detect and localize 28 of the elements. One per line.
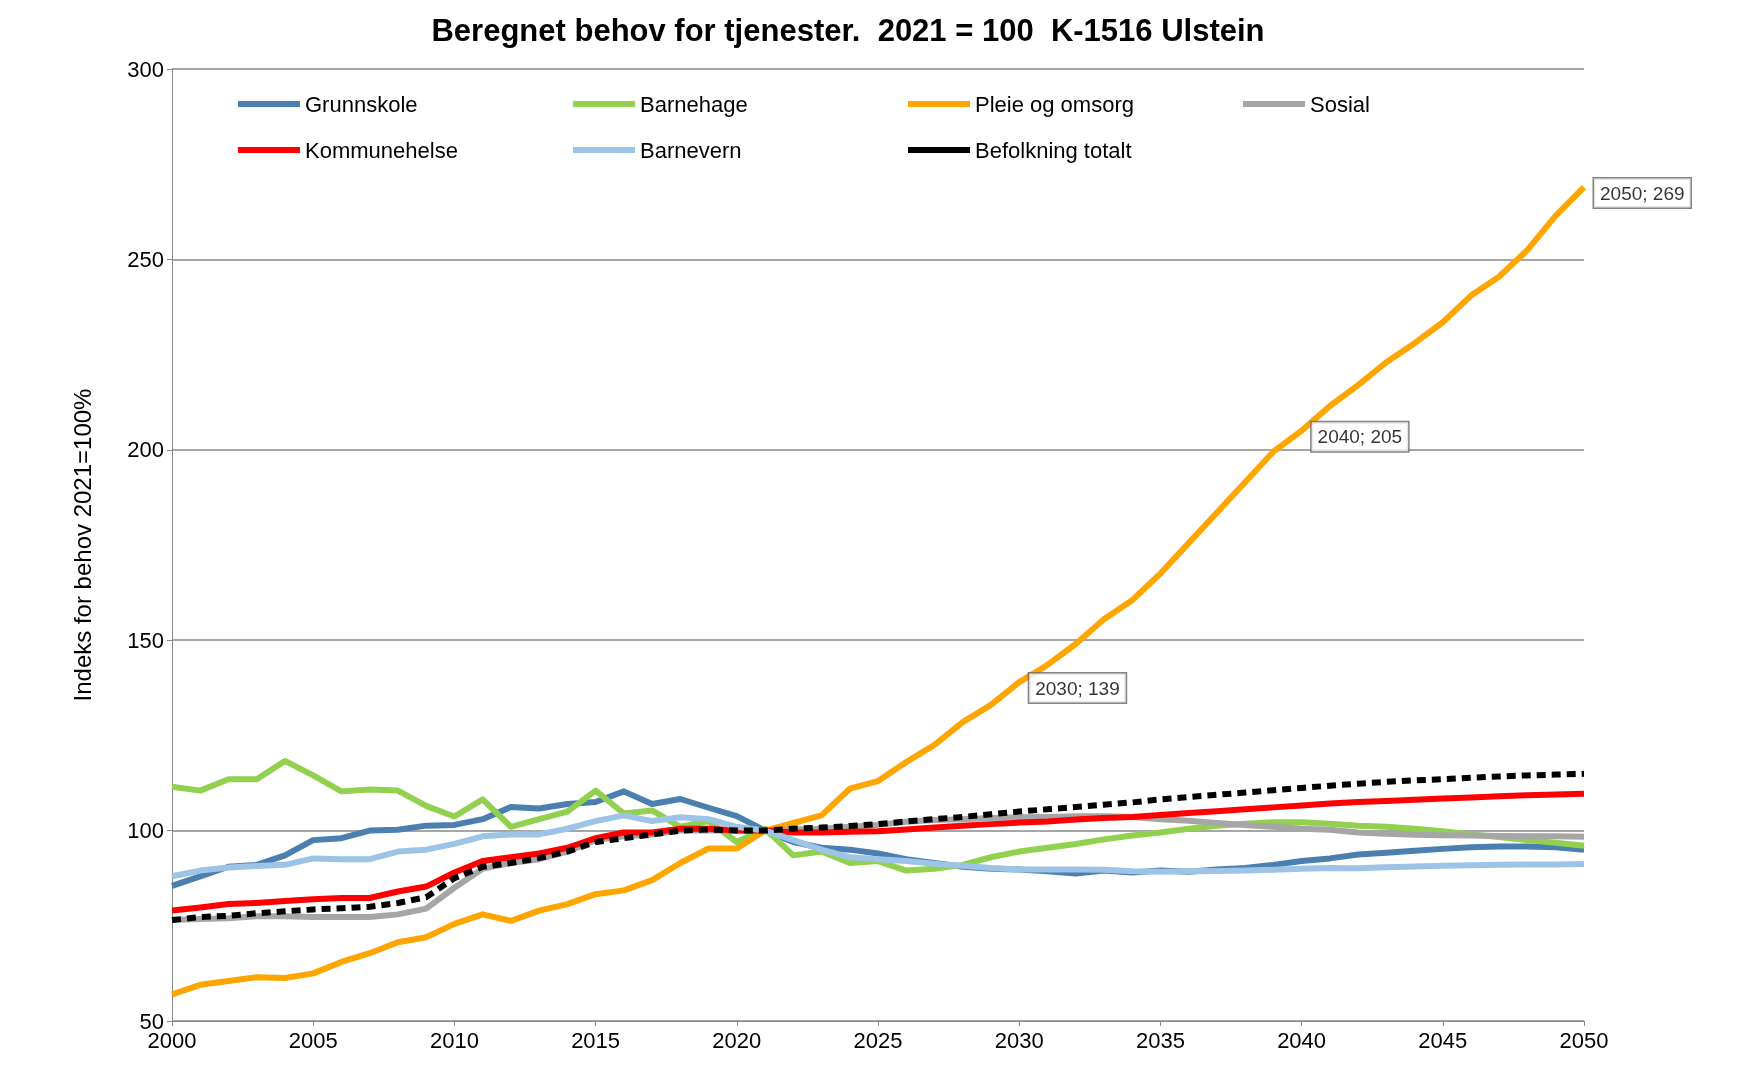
annotation: 2040; 205 <box>1317 426 1403 448</box>
legend-label: Barnehage <box>640 91 748 117</box>
y-tick-label: 200 <box>127 437 164 463</box>
y-axis-title: Indeks for behov 2021=100% <box>68 388 96 702</box>
x-tick-label: 2045 <box>1418 1027 1468 1053</box>
x-tick-label: 2040 <box>1277 1027 1327 1053</box>
annotation: 2030; 139 <box>1035 677 1120 699</box>
legend-label: Barnevern <box>640 137 742 163</box>
y-tick-label: 250 <box>127 246 164 272</box>
x-tick-label: 2005 <box>288 1027 338 1053</box>
x-tick-label: 2010 <box>429 1027 479 1053</box>
y-tick-label: 50 <box>139 1008 164 1034</box>
x-tick-label: 2015 <box>571 1027 621 1053</box>
y-tick-label: 100 <box>127 818 164 844</box>
chart-title: Beregnet behov for tjenester. 2021 = 100 K-1516 Ulstein <box>431 13 1265 48</box>
legend-label: Pleie og omsorg <box>975 91 1134 117</box>
x-tick-label: 2035 <box>1135 1027 1185 1053</box>
legend-label: Kommunehelse <box>305 137 458 163</box>
legend-label: Befolkning totalt <box>975 137 1132 163</box>
x-tick-label: 2030 <box>994 1027 1044 1053</box>
x-tick-label: 2020 <box>712 1027 762 1053</box>
y-tick-label: 150 <box>127 627 164 653</box>
y-tick-label: 300 <box>127 56 164 82</box>
x-tick-label: 2025 <box>853 1027 903 1053</box>
legend-label: Sosial <box>1310 91 1370 117</box>
legend-label: Grunnskole <box>305 91 418 117</box>
annotation: 2050; 269 <box>1600 182 1685 204</box>
x-tick-label: 2050 <box>1559 1027 1609 1053</box>
